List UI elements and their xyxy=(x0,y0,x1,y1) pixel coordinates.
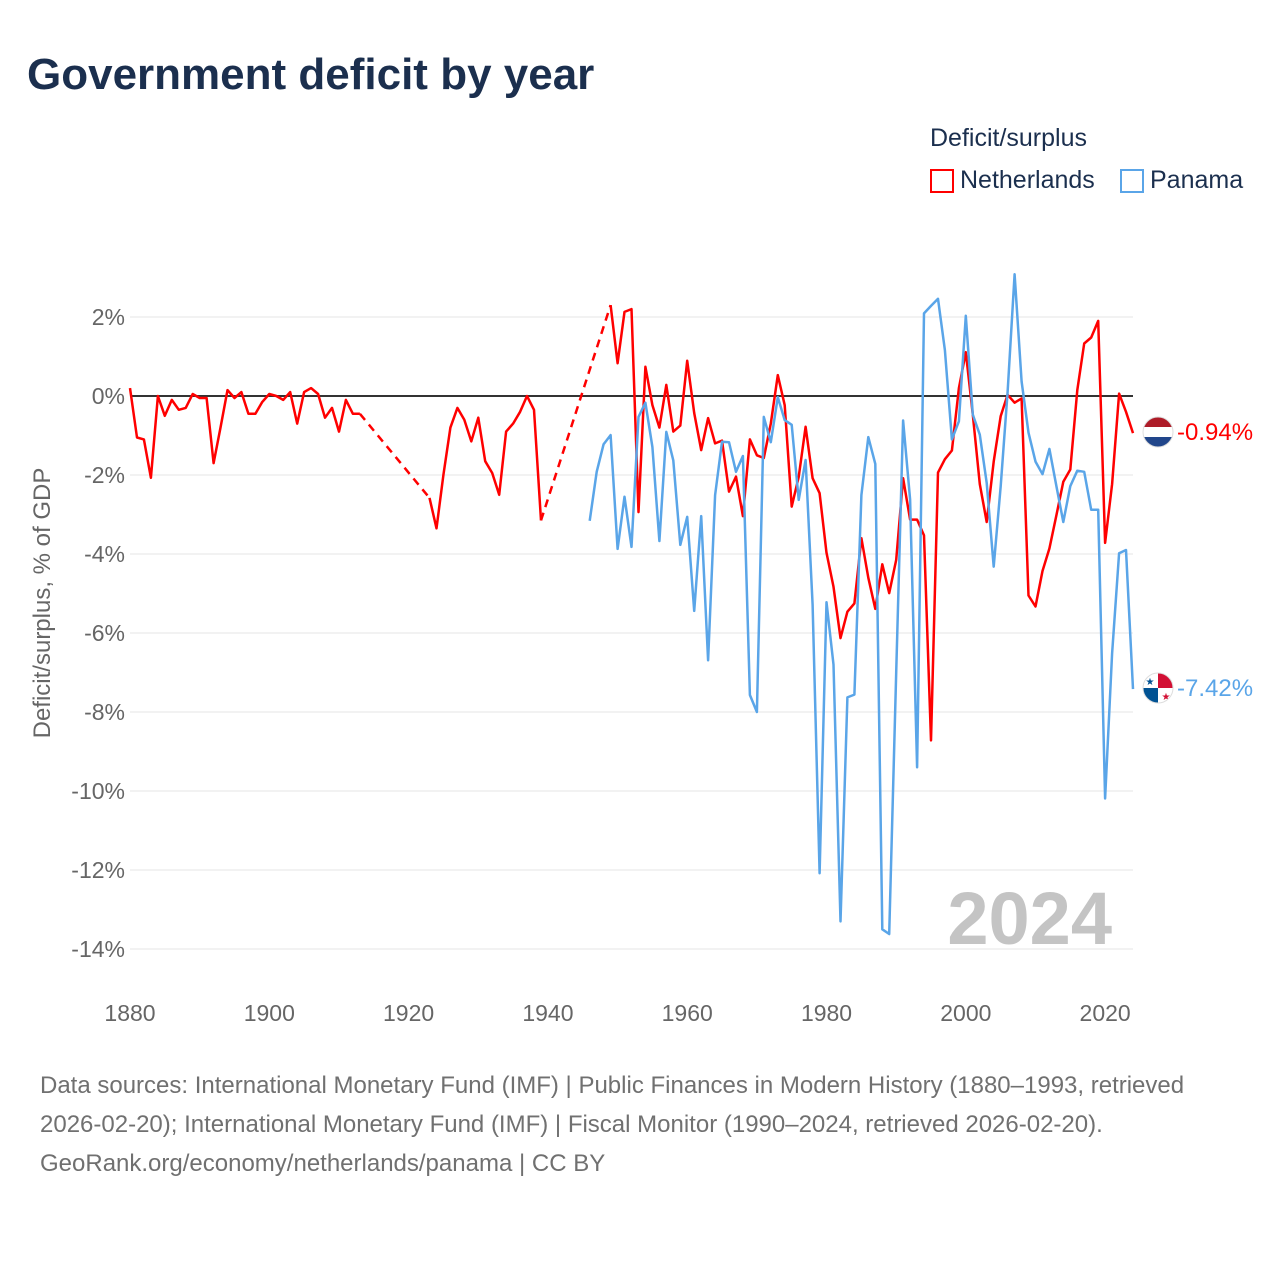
end-label-panama: -7.42% xyxy=(1177,675,1253,702)
footer: Data sources: International Monetary Fun… xyxy=(40,1066,1240,1183)
y-tick-label: 2% xyxy=(92,304,125,330)
legend-label-panama: Panama xyxy=(1150,166,1244,194)
legend-item-netherlands[interactable]: Netherlands xyxy=(930,166,1095,195)
x-tick-label: 2020 xyxy=(1080,1000,1131,1026)
year-overlay: 2024 xyxy=(947,877,1112,960)
x-tick-label: 1920 xyxy=(383,1000,434,1026)
y-tick-label: -2% xyxy=(84,462,125,488)
y-tick-label: -8% xyxy=(84,699,125,725)
y-tick-label: -10% xyxy=(71,778,125,804)
x-tick-label: 1900 xyxy=(244,1000,295,1026)
chart-title: Government deficit by year xyxy=(27,50,595,99)
legend-title: Deficit/surplus xyxy=(930,124,1087,152)
flag-netherlands-icon xyxy=(1142,416,1174,448)
line-netherlands xyxy=(128,386,360,480)
svg-text:★: ★ xyxy=(1162,692,1171,703)
gap-line-netherlands xyxy=(539,304,612,521)
credit-link[interactable]: GeoRank.org/economy/netherlands/panama |… xyxy=(40,1150,606,1177)
y-tick-label: -6% xyxy=(84,620,125,646)
end-label-netherlands: -0.94% xyxy=(1177,419,1253,446)
y-tick-label: -14% xyxy=(71,936,125,962)
x-tick-label: 1880 xyxy=(104,1000,155,1026)
legend-item-panama[interactable]: Panama xyxy=(1120,166,1243,195)
x-tick-label: 1980 xyxy=(801,1000,852,1026)
x-tick-label: 1940 xyxy=(522,1000,573,1026)
legend-swatch-netherlands xyxy=(930,168,954,193)
legend-label-netherlands: Netherlands xyxy=(960,166,1095,194)
line-netherlands xyxy=(609,304,1135,742)
x-tick-label: 2000 xyxy=(940,1000,991,1026)
y-tick-label: -4% xyxy=(84,541,125,567)
line-panama xyxy=(588,273,1135,936)
line-netherlands xyxy=(428,394,543,530)
y-axis-label: Deficit/surplus, % of GDP xyxy=(29,468,56,739)
legend-swatch-panama xyxy=(1120,168,1144,193)
gap-line-netherlands xyxy=(358,413,431,499)
chart-area: 2% 0% -2% -4% -6% -8% -10% -12% -14% 1880 1900 1920… xyxy=(29,273,1253,1026)
y-tick-label: -12% xyxy=(71,857,125,883)
x-tick-label: 1960 xyxy=(662,1000,713,1026)
svg-text:★: ★ xyxy=(1146,677,1155,688)
y-tick-label: 0% xyxy=(92,383,125,409)
flag-panama-icon: ★★ xyxy=(1142,672,1174,704)
data-sources: Data sources: International Monetary Fun… xyxy=(40,1072,1185,1138)
